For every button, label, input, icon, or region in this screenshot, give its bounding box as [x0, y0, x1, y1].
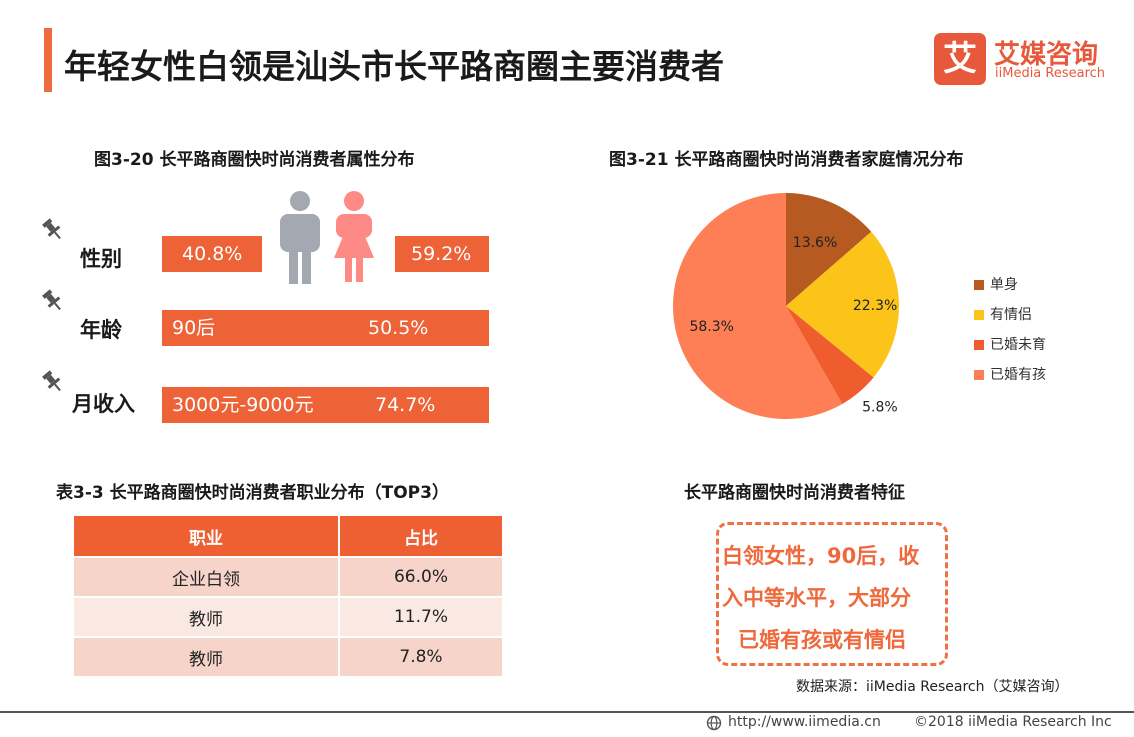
source-note: 数据来源：iiMedia Research（艾媒咨询）: [796, 679, 1069, 695]
income-bar: 3000元-9000元 74.7%: [162, 387, 489, 423]
legend-label: 已婚有孩: [990, 367, 1046, 383]
pie-data-label: 22.3%: [853, 298, 897, 314]
page-title: 年轻女性白领是汕头市长平路商圈主要消费者: [64, 47, 724, 86]
table-header-share: 占比: [339, 516, 504, 557]
pin-icon: [42, 289, 61, 311]
income-pct: 74.7%: [375, 394, 436, 416]
footer-divider: [0, 711, 1134, 713]
pie-slice: [786, 231, 899, 378]
table-cell: 教师: [74, 636, 340, 676]
pin-icon: [42, 218, 61, 240]
gender-label: 性别: [80, 247, 122, 271]
female-bar: 59.2%: [395, 236, 489, 272]
feature-line: 白领女性，90后，收: [722, 544, 920, 568]
table-cell: 教师: [74, 596, 340, 637]
logo-mark: 艾: [934, 33, 986, 85]
feature-box: [716, 522, 948, 666]
legend-label: 单身: [990, 277, 1018, 293]
footer-url[interactable]: http://www.iimedia.cn: [728, 714, 881, 730]
table-cell: 66.0%: [339, 556, 504, 597]
table-row: 教师 11.7%: [74, 596, 504, 637]
title-accent-bar: [44, 28, 52, 92]
footer-copyright: ©2018 iiMedia Research Inc: [914, 714, 1112, 730]
pie-slice: [673, 193, 843, 419]
logo-text-cn: 艾媒咨询: [994, 40, 1099, 70]
pie-slice: [786, 306, 874, 404]
table-title: 表3-3 长平路商圈快时尚消费者职业分布（TOP3）: [56, 483, 449, 503]
legend-swatch: [974, 370, 984, 380]
attributes-title: 图3-20 长平路商圈快时尚消费者属性分布: [94, 150, 415, 170]
income-value: 3000元-9000元: [172, 394, 314, 416]
legend-label: 已婚未育: [990, 337, 1046, 353]
age-value: 90后: [172, 317, 216, 339]
pin-icon: [42, 370, 61, 392]
pie-data-label: 13.6%: [793, 235, 837, 251]
male-bar: 40.8%: [162, 236, 262, 272]
pie-chart: 13.6% 22.3% 5.8% 58.3%: [673, 193, 899, 419]
feature-line: 入中等水平，大部分: [722, 586, 911, 610]
income-label: 月收入: [72, 392, 135, 416]
age-pct: 50.5%: [368, 317, 429, 339]
pie-slice: [786, 193, 872, 306]
table-cell: 7.8%: [339, 636, 504, 676]
occupation-table: 职业 占比 企业白领 66.0% 教师 11.7% 教师 7.8%: [74, 516, 504, 676]
pie-data-label: 5.8%: [862, 399, 898, 415]
age-bar: 90后 50.5%: [162, 310, 489, 346]
table-cell: 11.7%: [339, 596, 504, 637]
table-header-occupation: 职业: [74, 516, 340, 557]
globe-icon: [706, 715, 722, 731]
feature-line: 已婚有孩或有情侣: [738, 628, 906, 652]
feature-title: 长平路商圈快时尚消费者特征: [684, 483, 905, 503]
female-figure-icon: [334, 191, 374, 282]
pie-data-label: 58.3%: [690, 319, 734, 335]
male-figure-icon: [280, 191, 320, 284]
legend-swatch: [974, 280, 984, 290]
legend-label: 有情侣: [990, 307, 1032, 323]
table-row: 企业白领 66.0%: [74, 556, 504, 597]
logo-text-en: iiMedia Research: [995, 66, 1106, 81]
table-row: 教师 7.8%: [74, 636, 504, 676]
legend-swatch: [974, 340, 984, 350]
age-label: 年龄: [80, 318, 122, 342]
legend-swatch: [974, 310, 984, 320]
table-cell: 企业白领: [74, 556, 340, 597]
male-pct: 40.8%: [182, 243, 243, 265]
pie-chart-title: 图3-21 长平路商圈快时尚消费者家庭情况分布: [609, 150, 964, 170]
female-pct: 59.2%: [411, 243, 472, 265]
